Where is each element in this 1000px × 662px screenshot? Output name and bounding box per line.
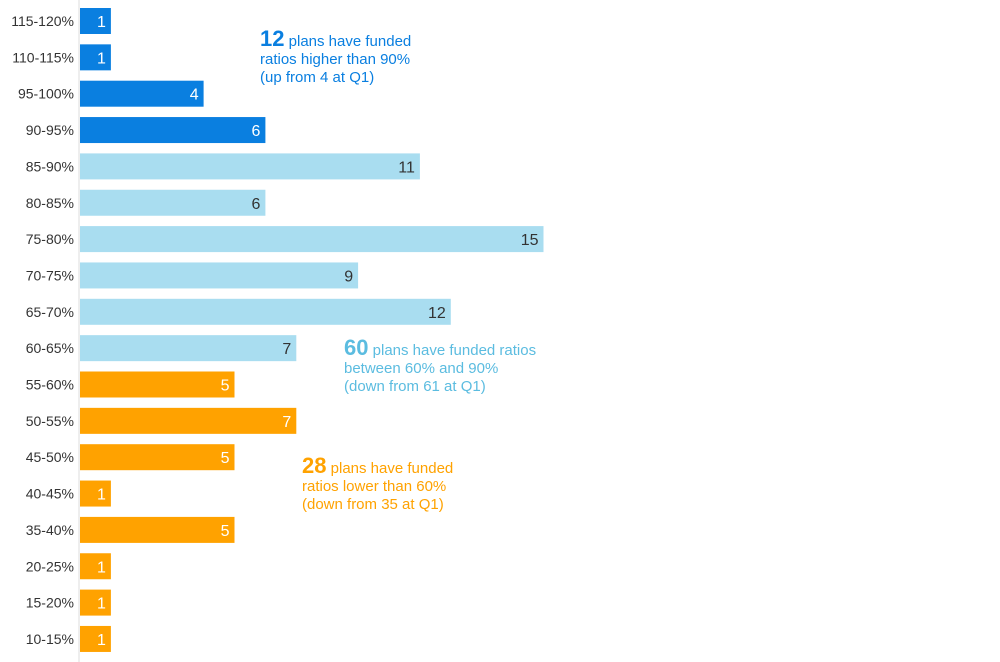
annotation-line: (down from 61 at Q1) bbox=[344, 378, 486, 395]
bar-value-label: 6 bbox=[251, 123, 260, 140]
bar bbox=[80, 516, 235, 543]
bar bbox=[80, 8, 111, 34]
bar bbox=[80, 444, 235, 471]
category-tick-label: 50-55% bbox=[26, 413, 74, 429]
annotation-text: plans have funded bbox=[288, 33, 412, 50]
bar-value-label: 15 bbox=[521, 232, 539, 249]
bar bbox=[80, 589, 111, 616]
category-tick-label: 80-85% bbox=[26, 195, 74, 211]
bar bbox=[80, 189, 266, 216]
category-tick-label: 110-115% bbox=[12, 49, 74, 65]
bar-value-label: 1 bbox=[97, 14, 106, 31]
annotation-number: 60 bbox=[344, 335, 369, 360]
annotation-text: plans have funded bbox=[330, 460, 454, 477]
annotation-line: ratios lower than 60% bbox=[302, 478, 447, 495]
bar bbox=[80, 553, 111, 580]
bar-value-label: 7 bbox=[282, 341, 291, 358]
bar-value-label: 4 bbox=[190, 87, 199, 104]
annotation-line: (up from 4 at Q1) bbox=[260, 69, 375, 86]
bar bbox=[80, 226, 544, 253]
bar-value-label: 11 bbox=[398, 159, 415, 176]
category-tick-label: 55-60% bbox=[26, 377, 74, 393]
annotation-line: (down from 35 at Q1) bbox=[302, 496, 444, 513]
bar-value-label: 7 bbox=[282, 414, 291, 431]
category-tick-label: 10-15% bbox=[26, 631, 74, 647]
bar bbox=[80, 153, 420, 180]
category-tick-label: 85-90% bbox=[26, 158, 74, 174]
category-tick-label: 70-75% bbox=[26, 267, 74, 283]
bar-value-label: 1 bbox=[97, 50, 106, 67]
annotation-mid: 60 plans have funded ratios between 60% … bbox=[344, 337, 537, 396]
bar-value-label: 1 bbox=[97, 559, 106, 576]
bar-value-label: 1 bbox=[97, 596, 106, 613]
bar bbox=[80, 44, 111, 71]
bar-value-label: 12 bbox=[428, 305, 446, 322]
bar bbox=[80, 117, 266, 144]
bar bbox=[80, 262, 359, 289]
annotation-line: between 60% and 90% bbox=[344, 360, 499, 377]
category-tick-label: 75-80% bbox=[26, 231, 74, 247]
bar-value-label: 5 bbox=[221, 378, 230, 395]
bar-value-label: 1 bbox=[97, 487, 106, 504]
category-tick-label: 95-100% bbox=[18, 86, 74, 102]
bar bbox=[80, 371, 235, 398]
annotation-number: 28 bbox=[302, 453, 327, 478]
bar bbox=[80, 298, 451, 325]
bar bbox=[80, 407, 297, 434]
category-tick-label: 60-65% bbox=[26, 340, 74, 356]
annotation-high: 12 plans have funded ratios higher than … bbox=[260, 28, 412, 87]
annotation-line: ratios higher than 90% bbox=[260, 51, 411, 68]
annotation-text: plans have funded ratios bbox=[372, 342, 537, 359]
category-tick-label: 65-70% bbox=[26, 304, 74, 320]
category-tick-label: 15-20% bbox=[26, 595, 74, 611]
bar-value-label: 5 bbox=[221, 523, 230, 540]
bar bbox=[80, 335, 297, 362]
category-tick-label: 40-45% bbox=[26, 486, 74, 502]
bar bbox=[80, 480, 111, 507]
bar-value-label: 9 bbox=[344, 268, 353, 285]
bar bbox=[80, 625, 111, 652]
category-tick-label: 20-25% bbox=[26, 558, 74, 574]
bar-value-label: 5 bbox=[221, 450, 230, 467]
bar-value-label: 1 bbox=[97, 632, 106, 649]
bar-value-label: 6 bbox=[251, 196, 260, 213]
category-tick-label: 45-50% bbox=[26, 449, 74, 465]
category-tick-label: 90-95% bbox=[26, 122, 74, 138]
annotation-number: 12 bbox=[260, 26, 285, 51]
bar bbox=[80, 80, 204, 107]
annotation-low: 28 plans have funded ratios lower than 6… bbox=[302, 455, 454, 514]
category-tick-label: 35-40% bbox=[26, 522, 74, 538]
category-tick-label: 115-120% bbox=[11, 13, 74, 29]
